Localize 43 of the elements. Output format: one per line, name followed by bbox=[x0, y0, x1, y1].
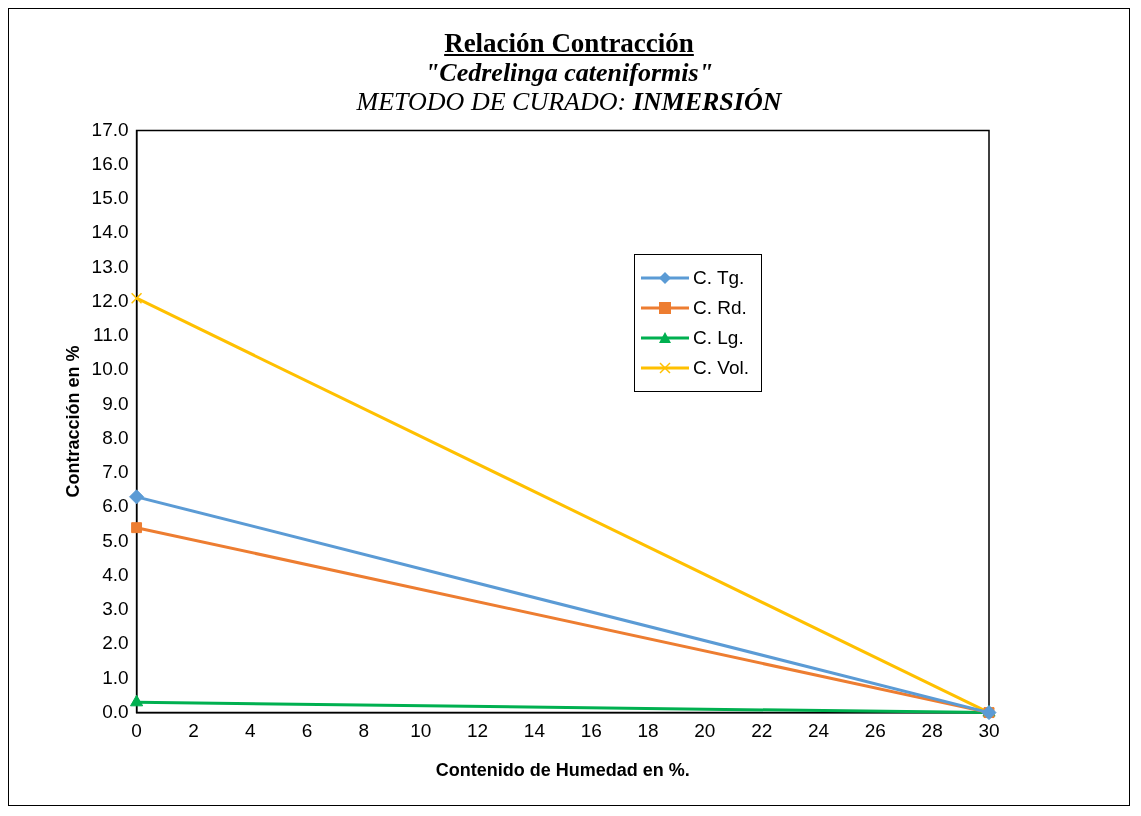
y-tick-label: 1.0 bbox=[102, 666, 129, 688]
legend-label: C. Vol. bbox=[693, 357, 749, 379]
x-tick-label: 6 bbox=[301, 720, 313, 742]
x-tick-label: 8 bbox=[358, 720, 370, 742]
y-tick-label: 13.0 bbox=[91, 255, 129, 277]
x-tick-label: 10 bbox=[410, 720, 432, 742]
legend-label: C. Tg. bbox=[693, 267, 745, 289]
y-tick-label: 14.0 bbox=[91, 221, 129, 243]
y-tick-label: 15.0 bbox=[91, 187, 129, 209]
y-tick-label: 3.0 bbox=[102, 598, 129, 620]
chart-title: Relación Contracción bbox=[443, 28, 695, 58]
x-tick-label: 12 bbox=[466, 720, 489, 742]
x-tick-label: 20 bbox=[694, 720, 716, 742]
x-tick-label: 14 bbox=[523, 720, 546, 742]
y-tick-label: 0.0 bbox=[102, 700, 129, 722]
chart-subtitle: "Cedrelinga cateniformis" bbox=[423, 58, 715, 87]
x-tick-label: 26 bbox=[864, 720, 886, 742]
y-tick-label: 11.0 bbox=[93, 324, 129, 346]
y-tick-label: 17.0 bbox=[91, 118, 129, 140]
y-tick-label: 9.0 bbox=[102, 392, 129, 414]
x-tick-label: 16 bbox=[580, 720, 602, 742]
y-tick-label: 5.0 bbox=[102, 529, 129, 551]
legend-label: C. Lg. bbox=[693, 327, 744, 349]
x-tick-label: 0 bbox=[131, 720, 142, 742]
x-tick-label: 24 bbox=[807, 720, 830, 742]
y-tick-label: 10.0 bbox=[91, 358, 129, 380]
y-tick-label: 6.0 bbox=[102, 495, 129, 517]
legend-label: C. Rd. bbox=[693, 297, 747, 319]
x-tick-label: 18 bbox=[637, 720, 659, 742]
y-tick-label: 4.0 bbox=[102, 563, 129, 585]
y-tick-label: 8.0 bbox=[102, 426, 129, 448]
x-tick-label: 4 bbox=[244, 720, 256, 742]
y-tick-label: 16.0 bbox=[91, 152, 129, 174]
y-axis-title: Contracción en % bbox=[62, 345, 83, 498]
y-tick-label: 2.0 bbox=[102, 632, 129, 654]
x-tick-label: 2 bbox=[188, 720, 199, 742]
x-tick-label: 22 bbox=[751, 720, 773, 742]
y-tick-label: 12.0 bbox=[91, 289, 129, 311]
x-axis-title: Contenido de Humedad en %. bbox=[435, 760, 690, 781]
y-tick-label: 7.0 bbox=[102, 461, 129, 483]
text: METODO DE CURADO: INMERSIÓN bbox=[355, 87, 784, 116]
x-tick-label: 28 bbox=[921, 720, 943, 742]
x-tick-label: 30 bbox=[978, 720, 1000, 742]
